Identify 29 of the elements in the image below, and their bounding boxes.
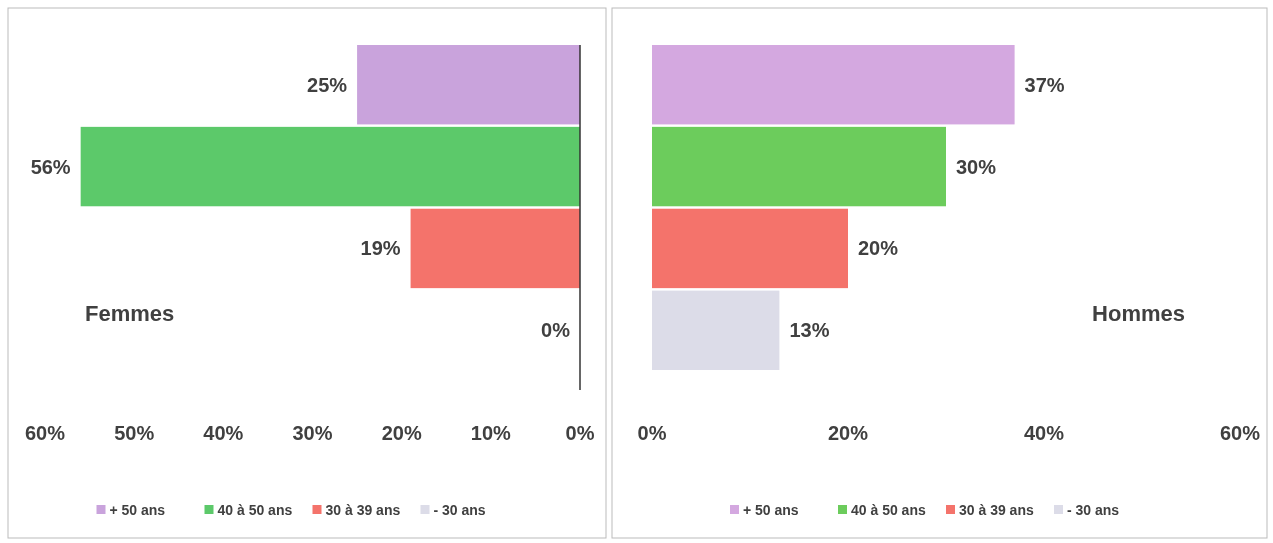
legend-label: 30 à 39 ans [325, 501, 401, 518]
x-tick-label: 60% [1219, 422, 1261, 444]
legend-label: - 30 ans [433, 501, 486, 518]
legend-label: - 30 ans [1067, 501, 1120, 518]
x-tick-label: 10% [470, 422, 512, 444]
x-tick-label: 20% [381, 422, 422, 444]
annotation: Femmes [85, 300, 175, 326]
x-tick-label: 0% [565, 422, 595, 444]
data-label: 37% [1024, 73, 1065, 96]
data-label: 25% [307, 73, 348, 96]
data-label: 20% [858, 237, 899, 260]
data-label: 30% [956, 155, 997, 178]
data-label: 0% [541, 319, 571, 342]
x-tick-label: 60% [24, 422, 66, 444]
legend-label: + 50 ans [109, 501, 166, 518]
x-tick-label: 30% [292, 422, 333, 444]
x-tick-label: 20% [827, 422, 869, 444]
data-label: 19% [360, 237, 401, 260]
annotation: Hommes [1092, 300, 1185, 326]
legend-label: 40 à 50 ans [217, 501, 293, 518]
legend-label: + 50 ans [743, 501, 799, 518]
x-tick-label: 40% [203, 422, 244, 444]
x-tick-label: 0% [637, 422, 667, 444]
legend-label: 30 à 39 ans [959, 501, 1034, 518]
x-tick-label: 50% [114, 422, 155, 444]
data-label: 56% [30, 155, 71, 178]
x-tick-label: 40% [1023, 422, 1065, 444]
data-label: 13% [789, 319, 830, 342]
legend-label: 40 à 50 ans [851, 501, 926, 518]
